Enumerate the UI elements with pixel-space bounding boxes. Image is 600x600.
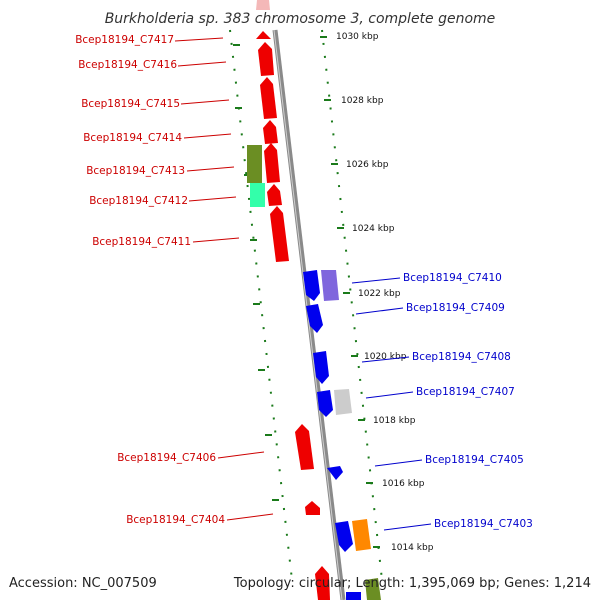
gene-c7410-arrow — [303, 270, 320, 301]
gene-c7401-feature — [346, 592, 361, 600]
gene-label-c7417: Bcep18194_C7417 — [75, 34, 174, 46]
scale-label-1014: 1014 kbp — [391, 543, 434, 553]
scale-label-1024: 1024 kbp — [352, 224, 395, 234]
gene-label-c7409: Bcep18194_C7409 — [406, 302, 505, 314]
scale-labels: 1030 kbp 1028 kbp 1026 kbp 1024 kbp 1022… — [336, 32, 434, 553]
scale-label-1022: 1022 kbp — [358, 289, 401, 299]
gene-label-c7404: Bcep18194_C7404 — [126, 514, 225, 526]
gene-c7412-arrow — [267, 184, 282, 206]
gene-c7415-arrow — [260, 77, 277, 119]
gene-label-c7407: Bcep18194_C7407 — [416, 386, 515, 398]
scale-label-1018: 1018 kbp — [373, 416, 416, 426]
gene-label-c7406: Bcep18194_C7406 — [117, 452, 216, 464]
gene-label-c7405: Bcep18194_C7405 — [425, 454, 524, 466]
gene-label-c7410: Bcep18194_C7410 — [403, 272, 502, 284]
gene-c7408-arrow — [313, 351, 329, 384]
scale-label-1020: 1020 kbp — [364, 352, 407, 362]
gene-c7407-gray-feature — [334, 389, 352, 415]
reverse-leader-lines — [174, 37, 274, 521]
right-ruler — [321, 29, 383, 581]
genome-summary-label: Topology: circular; Length: 1,395,069 bp… — [233, 576, 591, 591]
gene-c7404-arrow — [305, 501, 320, 515]
forward-strand-features — [303, 270, 361, 600]
gene-c7403-arrow — [335, 521, 353, 552]
gene-c7413-olive-feature — [247, 145, 262, 183]
gene-c7414-arrow — [263, 120, 278, 144]
gene-c7402-arrow — [315, 566, 330, 600]
forward-leader-lines — [351, 277, 432, 531]
gene-c7416-arrow — [258, 42, 274, 76]
forward-gene-labels: Bcep18194_C7410 Bcep18194_C7409 Bcep1819… — [403, 272, 533, 530]
gene-c7417-arrow — [256, 31, 271, 39]
gene-label-c7414: Bcep18194_C7414 — [83, 132, 182, 144]
gene-label-c7415: Bcep18194_C7415 — [81, 98, 180, 110]
scale-label-1030: 1030 kbp — [336, 32, 379, 42]
reverse-gene-labels: Bcep18194_C7417 Bcep18194_C7416 Bcep1819… — [75, 34, 225, 526]
gene-c7403-orange-feature — [352, 519, 371, 551]
gene-c7406-arrow — [295, 424, 314, 470]
gene-c7400-olive-feature — [365, 578, 381, 600]
gene-c7418-arrow — [256, 0, 270, 10]
left-ruler — [229, 29, 293, 581]
scale-label-1016: 1016 kbp — [382, 479, 425, 489]
gene-c7413-arrow — [264, 143, 280, 183]
gene-label-c7413: Bcep18194_C7413 — [86, 165, 185, 177]
gene-c7411-arrow — [270, 206, 289, 262]
gene-label-c7411: Bcep18194_C7411 — [92, 236, 191, 248]
scale-label-1028: 1028 kbp — [341, 96, 384, 106]
map-title: Burkholderia sp. 383 chromosome 3, compl… — [105, 11, 496, 27]
gene-label-c7403: Bcep18194_C7403 — [434, 518, 533, 530]
gene-c7410-lavender-feature — [321, 270, 339, 301]
accession-label: Accession: NC_007509 — [9, 576, 157, 591]
gene-label-c7416: Bcep18194_C7416 — [78, 59, 177, 71]
scale-label-1026: 1026 kbp — [346, 160, 389, 170]
gene-c7407-arrow — [317, 390, 333, 417]
gene-c7405-arrow — [327, 466, 343, 480]
gene-c7412-aquamarine-feature — [250, 183, 265, 207]
gene-label-c7408: Bcep18194_C7408 — [412, 351, 511, 363]
gene-c7409-arrow — [306, 304, 323, 333]
right-ruler-major-ticks — [320, 36, 380, 548]
gene-label-c7412: Bcep18194_C7412 — [89, 195, 188, 207]
reverse-strand-features — [256, 0, 330, 600]
